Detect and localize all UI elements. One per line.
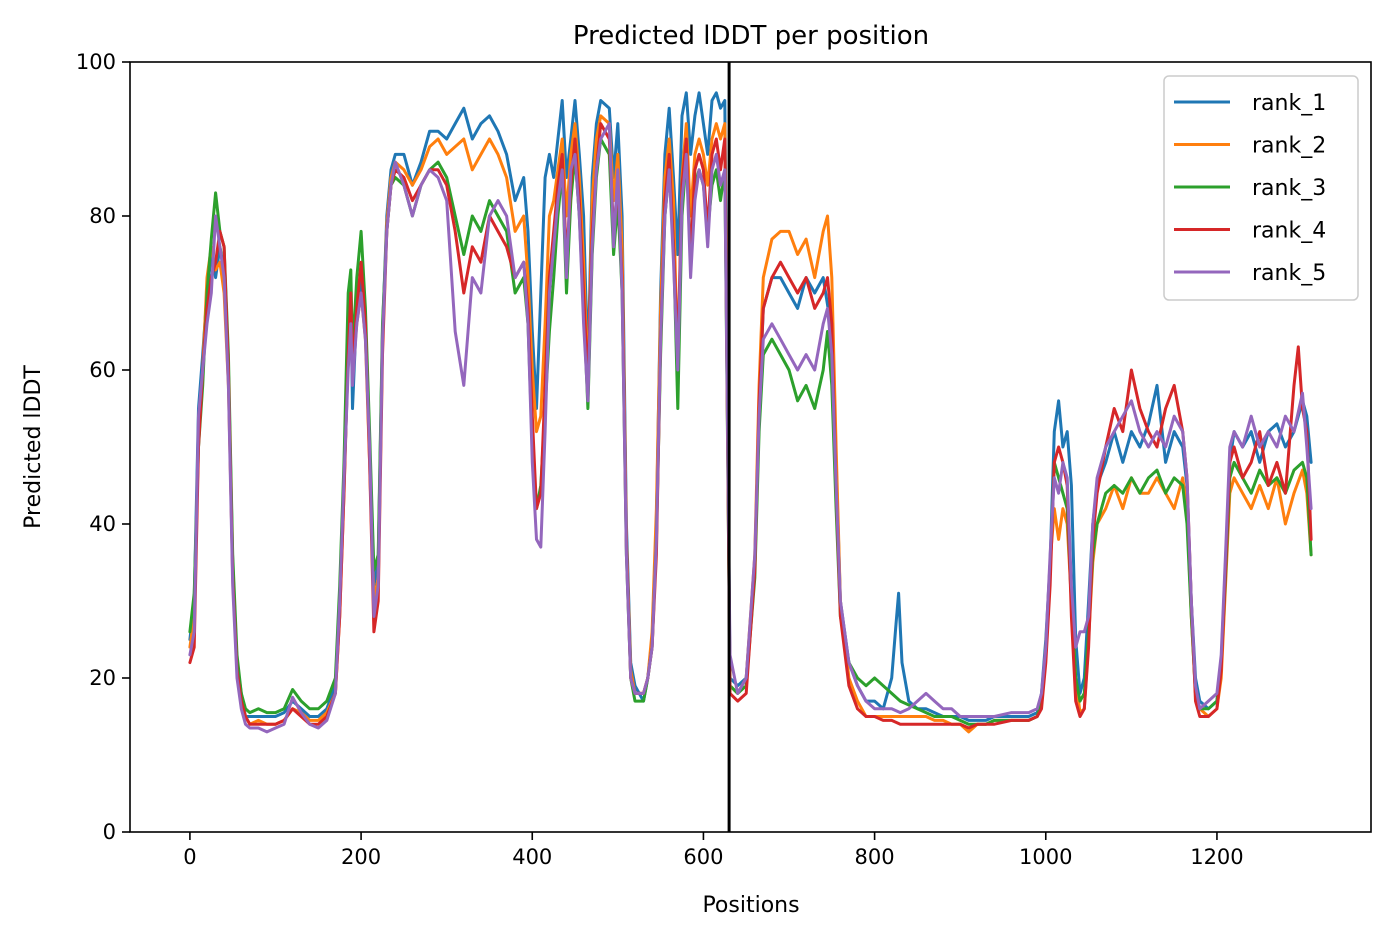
- legend-label: rank_2: [1252, 134, 1326, 159]
- x-tick-label: 0: [183, 845, 196, 869]
- chart-title: Predicted lDDT per position: [573, 21, 929, 51]
- plot-frame: [129, 61, 1372, 833]
- legend-label: rank_5: [1252, 261, 1326, 286]
- legend-box: [1163, 75, 1359, 301]
- legend-label: rank_3: [1252, 176, 1326, 201]
- x-tick-label: 800: [855, 845, 895, 869]
- series-line-rank-5: [188, 122, 1313, 734]
- y-axis-label: Predicted lDDT: [21, 365, 46, 529]
- y-tick-label: 60: [89, 358, 116, 382]
- y-tick-label: 0: [103, 820, 116, 844]
- x-axis-label: Positions: [702, 893, 799, 918]
- x-axis: 0 200 400 600 800 1000 1200: [183, 832, 1244, 869]
- y-tick-label: 40: [89, 512, 116, 536]
- y-tick-label: 80: [89, 204, 116, 228]
- x-tick-label: 1200: [1190, 845, 1243, 869]
- y-tick-label: 100: [76, 50, 116, 74]
- x-tick-label: 1000: [1019, 845, 1072, 869]
- y-axis: 0 20 40 60 80 100: [76, 50, 130, 844]
- x-tick-label: 400: [512, 845, 552, 869]
- legend-label: rank_1: [1252, 91, 1326, 116]
- y-tick-label: 20: [89, 666, 116, 690]
- x-tick-label: 200: [341, 845, 381, 869]
- x-tick-label: 600: [683, 845, 723, 869]
- series-layer: [188, 91, 1313, 734]
- legend-label: rank_4: [1252, 219, 1326, 244]
- legend: rank_1 rank_2 rank_3 rank_4 rank_5: [1163, 75, 1359, 301]
